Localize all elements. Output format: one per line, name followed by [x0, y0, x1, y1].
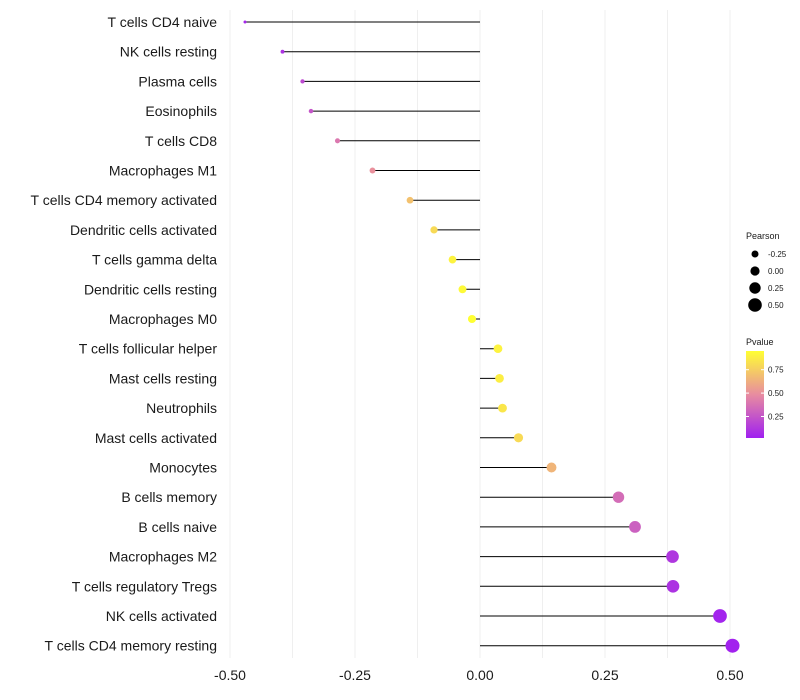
- data-point: [430, 226, 438, 234]
- y-tick-label: NK cells resting: [120, 44, 217, 60]
- y-tick-label: T cells CD4 naive: [108, 14, 218, 30]
- y-tick-label: Eosinophils: [145, 103, 217, 119]
- data-point: [666, 550, 679, 563]
- y-tick-label: Monocytes: [149, 460, 217, 476]
- color-legend-label: 0.75: [768, 366, 784, 375]
- y-tick-label: Plasma cells: [138, 73, 217, 89]
- data-point: [546, 462, 557, 473]
- data-point: [334, 138, 341, 144]
- y-tick-label: Dendritic cells activated: [70, 222, 217, 238]
- data-point: [666, 579, 680, 593]
- y-tick-label: B cells naive: [138, 519, 217, 535]
- data-point: [300, 79, 305, 84]
- x-tick-label: -0.50: [214, 667, 246, 683]
- x-tick-label: 0.50: [716, 667, 743, 683]
- y-tick-label: T cells CD8: [145, 133, 217, 149]
- x-tick-label: 0.25: [591, 667, 618, 683]
- y-tick-label: T cells CD4 memory activated: [31, 192, 217, 208]
- y-tick-label: Mast cells activated: [95, 430, 217, 446]
- data-point: [612, 491, 625, 503]
- y-tick-label: T cells gamma delta: [92, 252, 217, 268]
- data-point: [513, 433, 524, 443]
- color-legend-label: 0.50: [768, 389, 784, 398]
- size-legend-label: 0.00: [768, 267, 784, 276]
- y-tick-label: NK cells activated: [106, 608, 217, 624]
- size-legend-label: 0.50: [768, 301, 784, 310]
- y-tick-label: Mast cells resting: [109, 370, 217, 386]
- data-point: [458, 285, 467, 294]
- data-point: [369, 167, 376, 174]
- size-legend-key: [748, 298, 762, 312]
- size-legend-key: [749, 282, 761, 294]
- y-tick-label: Macrophages M0: [109, 311, 217, 327]
- size-legend-title: Pearson: [746, 231, 780, 241]
- size-legend-label: -0.25: [768, 250, 787, 259]
- y-tick-label: Macrophages M2: [109, 549, 217, 565]
- data-point: [495, 374, 504, 383]
- data-point: [243, 20, 247, 24]
- y-tick-label: B cells memory: [121, 489, 217, 505]
- data-point: [406, 196, 414, 204]
- size-legend-key: [751, 250, 759, 258]
- x-tick-label: -0.25: [339, 667, 371, 683]
- data-point: [725, 638, 740, 653]
- data-point: [308, 108, 314, 114]
- size-legend-key: [750, 266, 760, 276]
- data-point: [493, 344, 503, 354]
- data-point: [498, 403, 507, 413]
- y-tick-label: Neutrophils: [146, 400, 217, 416]
- y-tick-label: Dendritic cells resting: [84, 281, 217, 297]
- y-tick-label: T cells regulatory Tregs: [72, 578, 217, 594]
- color-legend-bar: [746, 351, 764, 438]
- size-legend-label: 0.25: [768, 284, 784, 293]
- x-tick-label: 0.00: [466, 667, 493, 683]
- data-point: [280, 49, 285, 54]
- color-legend-label: 0.25: [768, 412, 784, 421]
- color-legend-title: Pvalue: [746, 337, 774, 347]
- data-point: [629, 521, 641, 533]
- data-point: [467, 314, 477, 324]
- y-tick-label: Macrophages M1: [109, 163, 217, 179]
- y-tick-label: T cells follicular helper: [79, 341, 218, 357]
- data-point: [448, 255, 457, 264]
- y-tick-label: T cells CD4 memory resting: [45, 638, 217, 654]
- data-point: [713, 609, 727, 623]
